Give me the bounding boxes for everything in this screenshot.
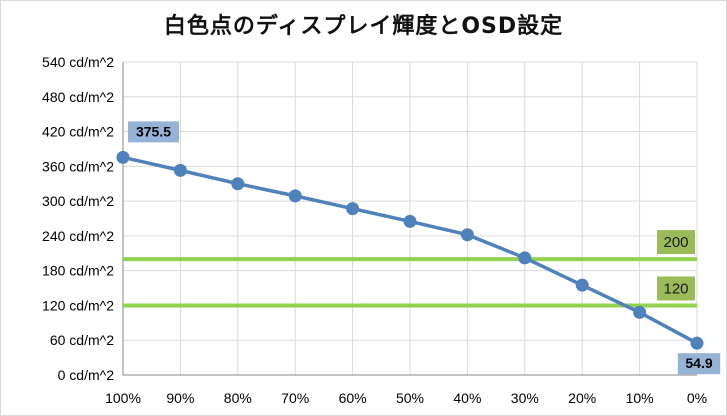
y-tick-label: 0 cd/m^2 (58, 367, 115, 383)
data-point (346, 202, 360, 216)
y-tick-label: 360 cd/m^2 (42, 158, 114, 174)
y-tick-label: 540 cd/m^2 (42, 54, 114, 70)
y-tick-label: 420 cd/m^2 (42, 124, 114, 140)
x-tick-label: 40% (453, 390, 481, 406)
data-label-bg (128, 121, 179, 143)
y-tick-label: 180 cd/m^2 (42, 263, 114, 279)
y-tick-label: 240 cd/m^2 (42, 228, 114, 244)
y-tick-label: 300 cd/m^2 (42, 193, 114, 209)
x-tick-label: 10% (626, 390, 654, 406)
x-tick-label: 60% (339, 390, 367, 406)
data-label: 375.5 (136, 123, 171, 139)
x-tick-label: 100% (105, 390, 141, 406)
y-tick-label: 120 cd/m^2 (42, 297, 114, 313)
x-tick-label: 50% (396, 390, 424, 406)
reference-line-label-bg (657, 230, 695, 255)
data-point (518, 251, 532, 265)
x-tick-label: 30% (511, 390, 539, 406)
y-tick-label: 480 cd/m^2 (42, 89, 114, 105)
x-tick-label: 70% (281, 390, 309, 406)
chart-title: 白色点のディスプレイ輝度とOSD設定 (163, 14, 564, 39)
data-point (403, 214, 417, 228)
data-point (690, 336, 704, 350)
y-tick-label: 60 cd/m^2 (50, 332, 114, 348)
data-label-bg (677, 353, 721, 375)
x-tick-label: 0% (687, 390, 707, 406)
reference-line-label-bg (657, 276, 695, 301)
data-point (460, 228, 474, 242)
data-point (116, 150, 130, 164)
data-point (173, 163, 187, 177)
x-tick-label: 90% (166, 390, 194, 406)
data-point (633, 305, 647, 319)
data-point (288, 189, 302, 203)
data-point (231, 177, 245, 191)
data-point (575, 278, 589, 292)
data-label: 54.9 (685, 355, 712, 371)
reference-line-label: 200 (663, 234, 688, 251)
reference-line-label: 120 (663, 280, 688, 297)
x-tick-label: 20% (568, 390, 596, 406)
x-tick-label: 80% (224, 390, 252, 406)
